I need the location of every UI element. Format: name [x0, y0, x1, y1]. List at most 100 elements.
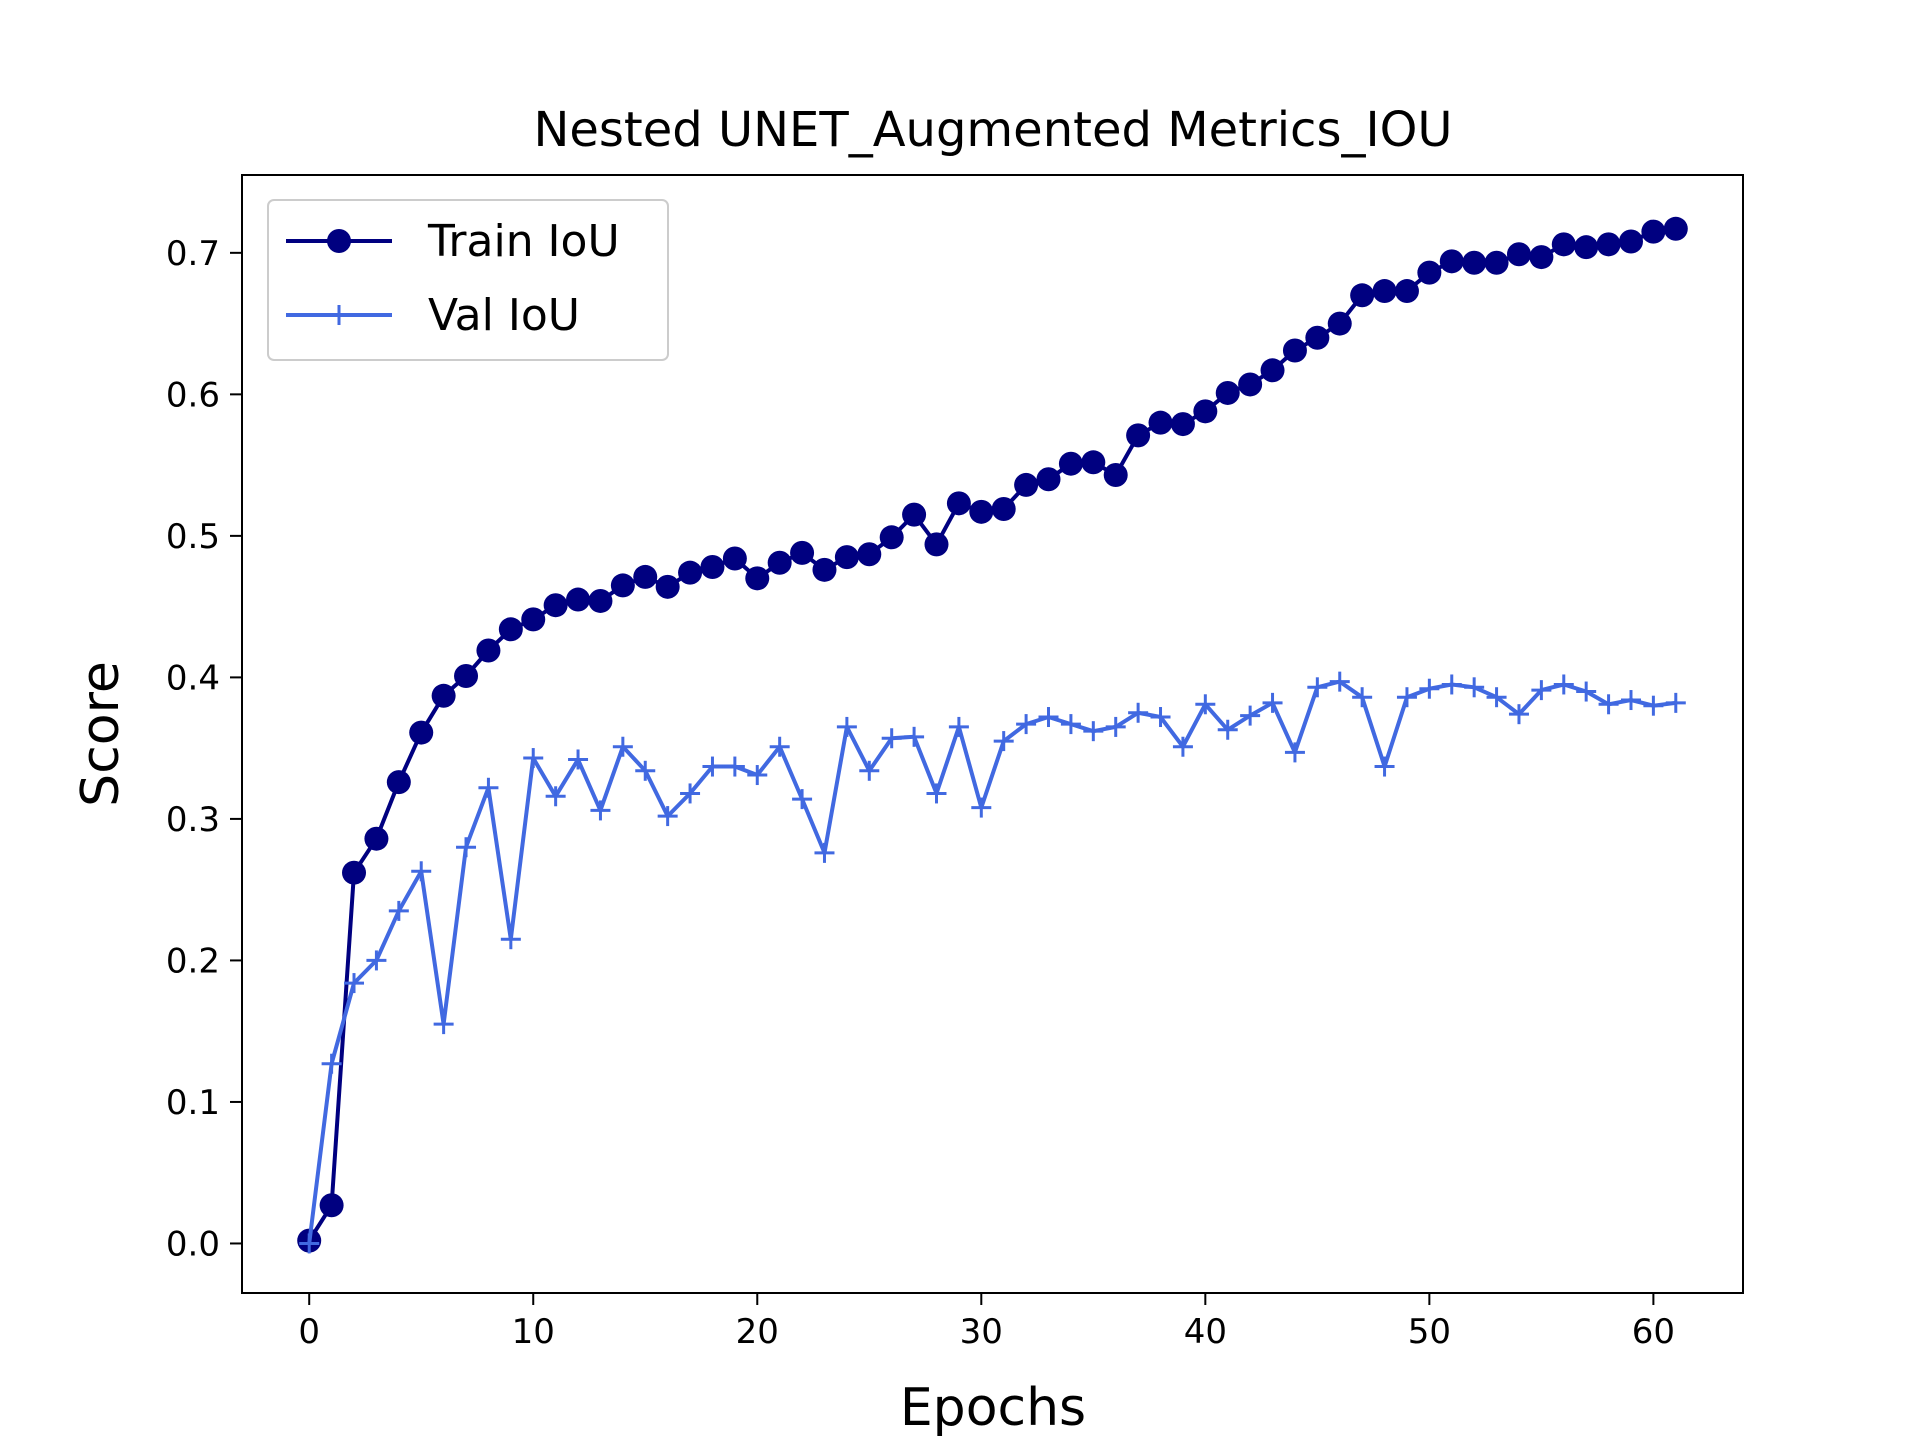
data-point-val-iou [1553, 674, 1574, 695]
data-point-train-iou [1417, 260, 1442, 285]
data-point-train-iou [1036, 467, 1061, 492]
data-point-val-iou [1598, 694, 1619, 715]
data-point-val-iou [568, 749, 589, 770]
x-tick-label: 40 [1184, 1312, 1227, 1352]
data-point-val-iou [1083, 721, 1104, 742]
data-point-train-iou [319, 1193, 344, 1218]
y-tick-label: 0.6 [166, 375, 220, 415]
data-point-val-iou [1284, 742, 1305, 763]
data-point-val-iou [411, 861, 432, 882]
data-point-val-iou [904, 726, 925, 747]
data-point-train-iou [521, 607, 546, 632]
data-point-val-iou [1240, 705, 1261, 726]
data-point-val-iou [993, 731, 1014, 752]
x-axis: 0 10 20 30 40 50 60 [298, 1293, 1675, 1352]
data-point-train-iou [1372, 279, 1397, 304]
legend: Train IoU Val IoU [267, 199, 669, 361]
data-point-val-iou [926, 783, 947, 804]
data-point-train-iou [1641, 219, 1666, 244]
data-point-train-iou [700, 555, 725, 580]
data-point-train-iou [1058, 451, 1083, 476]
data-point-val-iou [635, 760, 656, 781]
data-point-train-iou [745, 566, 770, 591]
data-point-train-iou [498, 617, 523, 642]
data-point-train-iou [1260, 358, 1285, 383]
data-point-train-iou [610, 573, 635, 598]
data-point-val-iou [1016, 714, 1037, 735]
data-point-train-iou [1282, 338, 1307, 363]
data-point-val-iou [1352, 687, 1373, 708]
y-tick-label: 0.4 [166, 658, 220, 698]
data-point-train-iou [879, 525, 904, 550]
data-point-val-iou [388, 900, 409, 921]
data-point-train-iou [991, 496, 1016, 521]
data-point-train-iou [566, 587, 591, 612]
legend-val-marker [329, 305, 349, 325]
data-point-train-iou [678, 560, 703, 585]
data-point-val-iou [321, 1053, 342, 1074]
data-point-train-iou [1663, 216, 1688, 241]
x-tick-label: 50 [1408, 1312, 1451, 1352]
data-point-val-iou [1262, 692, 1283, 713]
data-point-train-iou [431, 683, 456, 708]
data-point-val-iou [881, 728, 902, 749]
data-point-train-iou [1103, 463, 1128, 488]
data-point-val-iou [971, 797, 992, 818]
data-point-train-iou [1439, 249, 1464, 274]
data-point-train-iou [1394, 279, 1419, 304]
data-point-val-iou [1419, 678, 1440, 699]
data-point-val-iou [612, 736, 633, 757]
data-point-val-iou [724, 756, 745, 777]
legend-val-label: Val IoU [428, 290, 580, 341]
data-point-train-iou [812, 557, 837, 582]
data-point-val-iou [1576, 681, 1597, 702]
data-point-val-iou [1531, 680, 1552, 701]
data-point-train-iou [454, 663, 479, 688]
data-point-train-iou [722, 546, 747, 571]
data-point-val-iou [1441, 674, 1462, 695]
data-point-val-iou [1665, 692, 1686, 713]
data-point-train-iou [476, 638, 501, 663]
data-point-val-iou [433, 1014, 454, 1035]
data-point-val-iou [1374, 756, 1395, 777]
data-point-train-iou [834, 545, 859, 570]
data-point-val-iou [478, 777, 499, 798]
data-point-val-iou [1464, 677, 1485, 698]
data-point-train-iou [767, 550, 792, 575]
chart-title: Nested UNET_Augmented Metrics_IOU [533, 102, 1452, 158]
data-point-train-iou [1305, 325, 1330, 350]
y-tick-label: 0.7 [166, 234, 220, 274]
data-point-val-iou [859, 760, 880, 781]
data-point-val-iou [1105, 716, 1126, 737]
data-point-train-iou [1327, 311, 1352, 336]
data-point-val-iou [1643, 695, 1664, 716]
data-point-train-iou [655, 574, 680, 599]
data-point-val-iou [1307, 677, 1328, 698]
data-point-train-iou [409, 720, 434, 745]
data-point-train-iou [902, 502, 927, 527]
data-point-train-iou [857, 542, 882, 567]
legend-train-label: Train IoU [427, 216, 620, 267]
y-tick-label: 0.3 [166, 800, 220, 840]
x-tick-label: 10 [512, 1312, 555, 1352]
data-point-val-iou [1508, 704, 1529, 725]
data-point-val-iou [657, 806, 678, 827]
data-point-val-iou [1060, 714, 1081, 735]
data-point-train-iou [1596, 232, 1621, 257]
data-point-val-iou [1486, 687, 1507, 708]
data-point-val-iou [814, 842, 835, 863]
data-point-val-iou [545, 786, 566, 807]
data-point-val-iou [1195, 694, 1216, 715]
data-point-val-iou [769, 736, 790, 757]
data-point-val-iou [747, 765, 768, 786]
data-point-val-iou [792, 789, 813, 810]
data-point-val-iou [500, 929, 521, 950]
y-axis: 0.0 0.1 0.2 0.3 0.4 0.5 0.6 0.7 [166, 234, 242, 1264]
data-point-train-iou [1193, 399, 1218, 424]
data-point-train-iou [588, 588, 613, 613]
data-point-train-iou [1506, 242, 1531, 267]
data-point-val-iou [1329, 671, 1350, 692]
data-point-train-iou [633, 564, 658, 589]
plot-area [297, 216, 1688, 1254]
data-point-train-iou [543, 593, 568, 618]
